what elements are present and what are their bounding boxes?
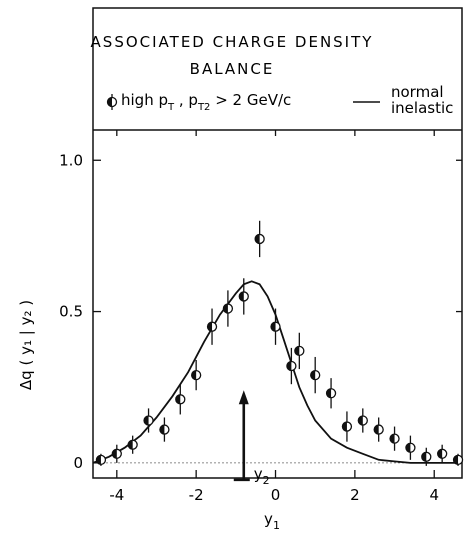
point-fill xyxy=(128,440,133,450)
data-point xyxy=(389,426,400,451)
y2-label: y2 xyxy=(254,465,270,487)
point-fill xyxy=(191,370,197,380)
x-tick-label: -4 xyxy=(109,486,124,504)
point-fill xyxy=(437,449,443,459)
data-point xyxy=(127,435,138,454)
point-fill xyxy=(310,370,316,380)
point-fill xyxy=(326,388,332,398)
axis-ticks: -4 -2 0 2 400.51.0 xyxy=(59,130,462,504)
data-point xyxy=(175,384,186,415)
x-axis-label: y1 xyxy=(264,510,280,532)
data-point xyxy=(254,220,265,258)
y-tick-label: 0.5 xyxy=(59,303,83,321)
data-point xyxy=(238,278,249,315)
point-fill xyxy=(374,425,379,435)
point-fill xyxy=(453,455,459,465)
legend-points-label: high pT , pT2 > 2 GeV/c xyxy=(121,91,291,113)
y2-label-main: y xyxy=(254,465,263,483)
point-fill xyxy=(286,361,292,371)
chart-title-line1: ASSOCIATED CHARGE DENSITY xyxy=(91,33,374,51)
chart-title-line2: BALANCE xyxy=(190,60,275,78)
data-point xyxy=(191,359,202,391)
data-point xyxy=(357,408,368,433)
point-fill xyxy=(112,449,117,459)
point-fill xyxy=(144,416,149,426)
y-axis-label: Δq ( y₁ | y₂ ) xyxy=(17,300,35,390)
data-point xyxy=(325,378,337,409)
data-point xyxy=(421,447,432,466)
x-tick-label: 0 xyxy=(271,486,281,504)
outer-frame xyxy=(92,7,463,479)
data-point xyxy=(222,290,234,327)
legend: high pT , pT2 > 2 GeV/c normal inelastic xyxy=(106,83,453,117)
data-point xyxy=(452,453,464,466)
x-tick-label: -2 xyxy=(189,486,204,504)
y2-label-sub: 2 xyxy=(263,474,270,487)
point-fill xyxy=(405,443,411,453)
data-point xyxy=(270,308,281,345)
x-tick-label: 4 xyxy=(429,486,439,504)
point-fill xyxy=(358,416,363,426)
data-point xyxy=(95,453,107,466)
data-point xyxy=(373,417,384,442)
point-fill xyxy=(294,346,300,356)
point-fill xyxy=(255,234,260,244)
point-fill xyxy=(207,322,213,332)
point-fill xyxy=(239,291,244,301)
y-tick-label: 1.0 xyxy=(59,151,83,169)
point-fill xyxy=(342,422,347,432)
point-fill xyxy=(421,452,427,462)
data-point xyxy=(206,308,218,345)
data-point xyxy=(437,444,448,463)
point-fill xyxy=(223,304,228,314)
data-point xyxy=(341,411,353,442)
chart-header: ASSOCIATED CHARGE DENSITY BALANCE high p… xyxy=(91,33,454,117)
point-fill xyxy=(159,425,165,435)
y-tick-label: 0 xyxy=(73,454,83,472)
frame xyxy=(92,7,463,479)
legend-point-marker xyxy=(106,94,118,110)
high-pt-data-points xyxy=(95,220,464,466)
point-fill xyxy=(390,434,395,444)
legend-line-label-2: inelastic xyxy=(391,99,453,117)
y2-arrow-annotation: y2 xyxy=(233,390,270,487)
data-point xyxy=(159,417,170,442)
data-point xyxy=(143,408,154,433)
arrow-head xyxy=(238,390,249,405)
legend-line-label-1: normal xyxy=(391,83,444,101)
point-fill xyxy=(175,394,181,404)
point-fill xyxy=(107,97,112,107)
data-point xyxy=(111,444,122,463)
data-point xyxy=(405,435,416,460)
data-point xyxy=(286,347,297,385)
data-point xyxy=(294,332,305,370)
data-point xyxy=(310,356,321,394)
point-fill xyxy=(96,455,101,465)
x-tick-label: 2 xyxy=(350,486,360,504)
point-fill xyxy=(271,322,276,332)
